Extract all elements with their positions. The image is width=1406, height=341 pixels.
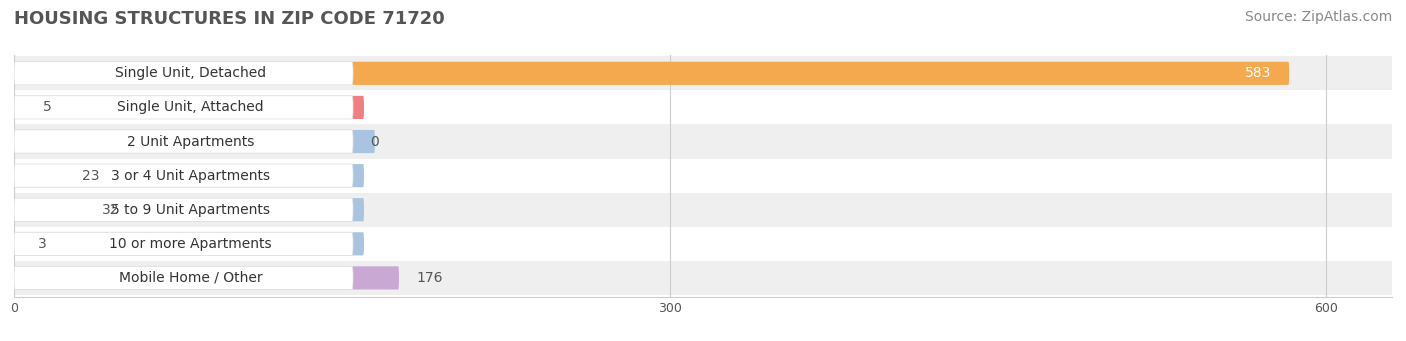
FancyBboxPatch shape — [14, 232, 364, 255]
Text: Single Unit, Attached: Single Unit, Attached — [117, 100, 264, 115]
FancyBboxPatch shape — [14, 266, 399, 290]
Text: HOUSING STRUCTURES IN ZIP CODE 71720: HOUSING STRUCTURES IN ZIP CODE 71720 — [14, 10, 444, 28]
Bar — [14, 193, 1392, 227]
Text: 5 to 9 Unit Apartments: 5 to 9 Unit Apartments — [111, 203, 270, 217]
FancyBboxPatch shape — [14, 198, 353, 221]
FancyBboxPatch shape — [14, 164, 364, 187]
FancyBboxPatch shape — [14, 198, 364, 221]
FancyBboxPatch shape — [14, 130, 353, 153]
FancyBboxPatch shape — [14, 96, 364, 119]
Text: 0: 0 — [371, 134, 380, 149]
FancyBboxPatch shape — [14, 232, 353, 255]
Text: 5: 5 — [42, 100, 51, 115]
Text: 3 or 4 Unit Apartments: 3 or 4 Unit Apartments — [111, 168, 270, 183]
Text: 32: 32 — [101, 203, 120, 217]
Text: Single Unit, Detached: Single Unit, Detached — [115, 66, 266, 80]
Bar — [14, 261, 1392, 295]
FancyBboxPatch shape — [14, 266, 353, 290]
Text: 583: 583 — [1246, 66, 1271, 80]
Text: Mobile Home / Other: Mobile Home / Other — [118, 271, 262, 285]
Text: 3: 3 — [38, 237, 46, 251]
Bar — [14, 159, 1392, 193]
FancyBboxPatch shape — [14, 130, 375, 153]
Bar — [14, 227, 1392, 261]
FancyBboxPatch shape — [14, 62, 1289, 85]
Text: 2 Unit Apartments: 2 Unit Apartments — [127, 134, 254, 149]
Bar — [14, 124, 1392, 159]
Text: 176: 176 — [416, 271, 443, 285]
Text: 23: 23 — [82, 168, 100, 183]
FancyBboxPatch shape — [14, 96, 353, 119]
Text: Source: ZipAtlas.com: Source: ZipAtlas.com — [1244, 10, 1392, 24]
Bar — [14, 90, 1392, 124]
FancyBboxPatch shape — [14, 164, 353, 187]
Text: 10 or more Apartments: 10 or more Apartments — [110, 237, 271, 251]
Bar — [14, 56, 1392, 90]
FancyBboxPatch shape — [14, 62, 353, 85]
